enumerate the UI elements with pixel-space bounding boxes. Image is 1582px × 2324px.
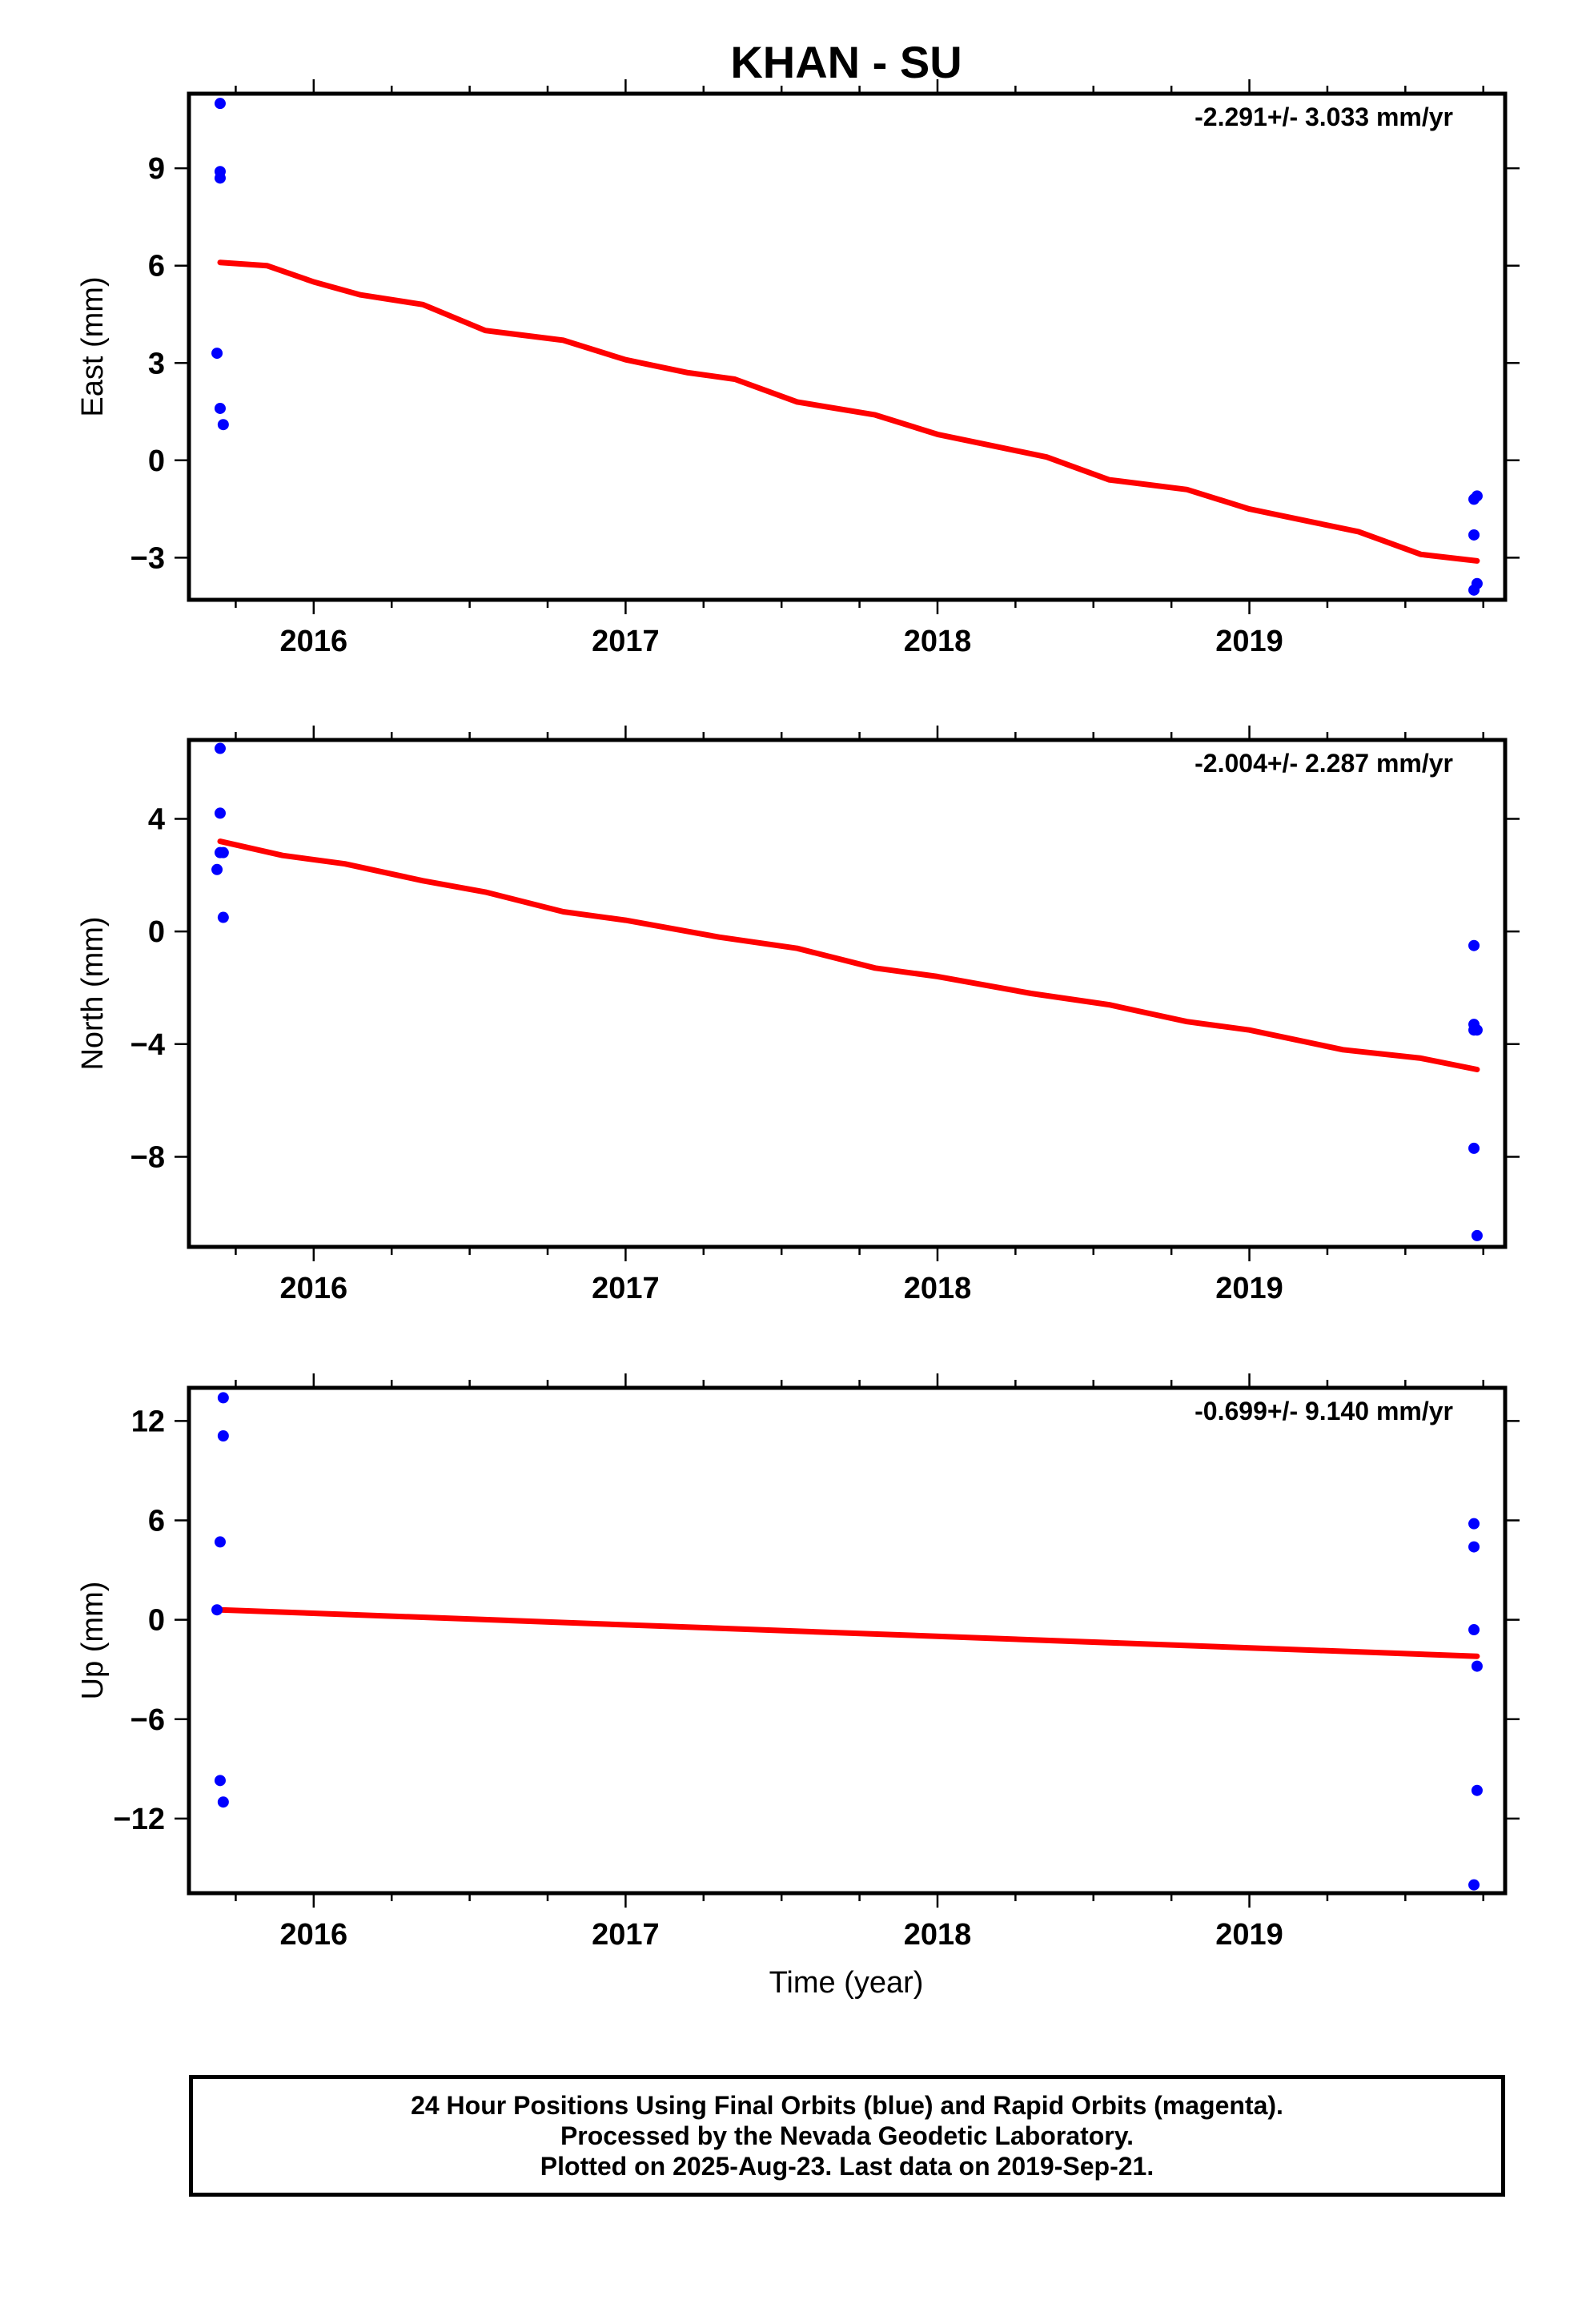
caption-box: 24 Hour Positions Using Final Orbits (bl… bbox=[189, 2075, 1505, 2197]
y-tick-label: 0 bbox=[148, 915, 165, 949]
y-tick-label: −12 bbox=[114, 1803, 165, 1836]
data-point bbox=[1468, 1879, 1480, 1891]
data-point bbox=[214, 1775, 226, 1787]
trend-line bbox=[217, 259, 1480, 564]
panel-up: 2016 2017 2018 2019 −12 −6 0 6 12 Up (mm) -0.699+/… bbox=[76, 1373, 1520, 1952]
x-tick-label: 2017 bbox=[592, 625, 660, 658]
data-point bbox=[214, 742, 226, 754]
y-axis-label: Up (mm) bbox=[76, 1582, 110, 1700]
y-tick-label: −4 bbox=[130, 1028, 165, 1062]
data-point bbox=[211, 1604, 223, 1616]
y-axis-label: East (mm) bbox=[76, 276, 110, 416]
y-tick-label: −6 bbox=[130, 1703, 165, 1737]
rate-annotation: -0.699+/- 9.140 mm/yr bbox=[1195, 1397, 1453, 1425]
plot-frame bbox=[187, 91, 1508, 602]
caption-line-1: 24 Hour Positions Using Final Orbits (bl… bbox=[411, 2091, 1283, 2120]
y-tick-label: −3 bbox=[130, 541, 165, 575]
data-point bbox=[1468, 1541, 1480, 1553]
y-tick-label: 12 bbox=[131, 1405, 165, 1438]
x-tick-label: 2017 bbox=[592, 1272, 660, 1305]
y-tick-label: 9 bbox=[148, 152, 165, 186]
data-point bbox=[1471, 490, 1483, 502]
chart-title: KHAN - SU bbox=[730, 37, 962, 87]
y-tick-label: −8 bbox=[130, 1140, 165, 1174]
data-point bbox=[1471, 1660, 1483, 1672]
x-tick-label: 2018 bbox=[904, 1918, 972, 1952]
data-point bbox=[214, 807, 226, 819]
data-point bbox=[1468, 529, 1480, 541]
data-point bbox=[217, 419, 229, 431]
trend-line bbox=[217, 1606, 1480, 1659]
data-point bbox=[1468, 1624, 1480, 1636]
y-tick-label: 6 bbox=[148, 1505, 165, 1538]
plot-frame bbox=[187, 1385, 1508, 1896]
x-tick-label: 2016 bbox=[280, 1918, 348, 1952]
caption-line-2: Processed by the Nevada Geodetic Laborat… bbox=[560, 2121, 1134, 2150]
data-point bbox=[211, 863, 223, 875]
data-point bbox=[1471, 1024, 1483, 1036]
x-tick-label: 2018 bbox=[904, 1272, 972, 1305]
data-point bbox=[1468, 939, 1480, 951]
data-point bbox=[211, 348, 223, 360]
data-point bbox=[214, 1536, 226, 1548]
data-point bbox=[214, 172, 226, 184]
data-point bbox=[217, 1796, 229, 1808]
data-point bbox=[217, 1392, 229, 1404]
data-point bbox=[217, 911, 229, 923]
rate-annotation: -2.291+/- 3.033 mm/yr bbox=[1195, 103, 1453, 131]
x-axis-label: Time (year) bbox=[769, 1966, 924, 2000]
x-tick-label: 2019 bbox=[1215, 1272, 1283, 1305]
data-point bbox=[214, 98, 226, 110]
caption-line-3: Plotted on 2025-Aug-23. Last data on 201… bbox=[540, 2152, 1154, 2181]
y-tick-label: 3 bbox=[148, 347, 165, 380]
rate-annotation: -2.004+/- 2.287 mm/yr bbox=[1195, 749, 1453, 778]
panel-east: 2016 2017 2018 2019 −3 0 3 6 9 East (mm) -2.291+/-… bbox=[76, 79, 1520, 658]
x-tick-label: 2016 bbox=[280, 1272, 348, 1305]
y-tick-label: 0 bbox=[148, 444, 165, 478]
data-point bbox=[214, 402, 226, 414]
panels: 2016 2017 2018 2019 −3 0 3 6 9 East (mm) -2.291+/-… bbox=[76, 79, 1520, 1952]
data-point bbox=[217, 846, 229, 858]
x-tick-label: 2019 bbox=[1215, 1918, 1283, 1952]
x-tick-label: 2018 bbox=[904, 625, 972, 658]
panel-north: 2016 2017 2018 2019 −8 −4 0 4 North (mm) -2.004+/… bbox=[76, 726, 1520, 1305]
data-point bbox=[1471, 1784, 1483, 1796]
y-tick-label: 0 bbox=[148, 1604, 165, 1638]
trend-line bbox=[217, 838, 1480, 1072]
y-axis-label: North (mm) bbox=[76, 916, 110, 1070]
y-tick-label: 4 bbox=[148, 802, 165, 836]
data-point bbox=[1468, 1142, 1480, 1154]
x-tick-label: 2016 bbox=[280, 625, 348, 658]
data-point bbox=[1468, 1518, 1480, 1530]
plot-frame bbox=[187, 738, 1508, 1249]
data-point bbox=[1468, 584, 1480, 596]
data-point bbox=[1471, 1229, 1483, 1241]
y-tick-label: 6 bbox=[148, 250, 165, 283]
x-tick-label: 2019 bbox=[1215, 625, 1283, 658]
x-tick-label: 2017 bbox=[592, 1918, 660, 1952]
data-point bbox=[217, 1429, 229, 1441]
